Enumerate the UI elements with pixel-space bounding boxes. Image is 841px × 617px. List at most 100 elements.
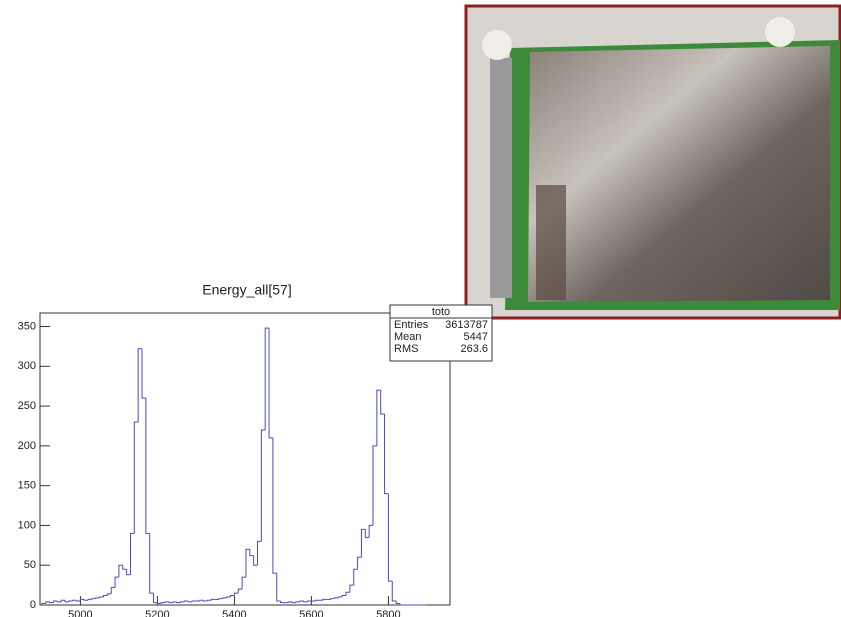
stats-title: toto — [432, 306, 450, 318]
bin — [331, 599, 335, 600]
bin — [338, 597, 342, 598]
bin — [354, 569, 358, 585]
bin — [258, 541, 262, 565]
bin — [365, 529, 369, 537]
bin — [400, 603, 404, 605]
bin — [223, 598, 227, 599]
bin — [181, 602, 185, 603]
bin — [288, 602, 292, 603]
bin — [188, 601, 192, 602]
bin — [150, 533, 154, 593]
bin — [65, 600, 69, 602]
bin — [88, 599, 92, 600]
bin — [165, 602, 169, 603]
stats-value: 3613787 — [445, 319, 488, 331]
bin — [231, 595, 235, 597]
stats-label: RMS — [394, 343, 418, 355]
bin — [335, 598, 339, 599]
bin — [315, 600, 319, 601]
stats-value: 263.6 — [460, 343, 488, 355]
bin — [234, 593, 238, 595]
x-tick-label: 5800 — [376, 609, 400, 617]
bin — [219, 599, 223, 600]
stats-label: Entries — [394, 319, 429, 331]
bin — [169, 602, 173, 603]
bin — [61, 600, 65, 602]
bin — [346, 592, 350, 595]
x-tick-label: 5400 — [222, 609, 246, 617]
bin — [84, 599, 88, 600]
bin — [46, 602, 50, 604]
bin — [154, 593, 158, 603]
bin — [308, 601, 312, 602]
bin — [104, 595, 108, 597]
bin — [157, 603, 161, 604]
shadow — [536, 185, 566, 300]
bin — [242, 577, 246, 589]
bin — [238, 589, 242, 593]
bin — [69, 601, 73, 602]
bin — [161, 603, 165, 604]
chart-title: Energy_all[57] — [202, 282, 292, 298]
bin — [292, 602, 296, 603]
bin — [350, 585, 354, 592]
bin — [269, 328, 273, 438]
bin — [57, 601, 61, 602]
x-tick-label: 5000 — [68, 609, 92, 617]
bin — [96, 598, 100, 599]
bin — [358, 557, 362, 569]
bin — [323, 599, 327, 600]
x-tick-label: 5600 — [299, 609, 323, 617]
bin — [92, 599, 96, 600]
bin — [273, 438, 277, 573]
bin — [177, 602, 181, 603]
bin — [192, 601, 196, 602]
bin — [123, 565, 127, 569]
bin — [207, 600, 211, 601]
y-tick-label: 200 — [18, 440, 36, 452]
bin — [204, 600, 208, 601]
bin — [77, 600, 81, 601]
bin — [138, 349, 142, 422]
bin — [300, 601, 304, 602]
bin — [227, 597, 231, 598]
y-tick-label: 50 — [24, 559, 36, 571]
bin — [53, 601, 57, 603]
connectors — [490, 58, 512, 298]
bin — [381, 390, 385, 414]
bin — [142, 349, 146, 398]
bin — [80, 599, 84, 601]
y-tick-label: 300 — [18, 360, 36, 372]
bin — [392, 581, 396, 601]
bin — [184, 601, 188, 602]
bin — [377, 390, 381, 446]
bin — [146, 398, 150, 533]
y-tick-label: 100 — [18, 519, 36, 531]
bin — [246, 549, 250, 577]
bin — [50, 602, 54, 603]
bin — [211, 599, 215, 600]
bin — [277, 573, 281, 601]
bin — [254, 556, 258, 566]
bin — [396, 601, 400, 603]
bin — [107, 594, 111, 596]
bin — [265, 328, 269, 430]
knob — [765, 17, 795, 47]
x-tick-label: 5200 — [145, 609, 169, 617]
bin — [73, 600, 77, 601]
stats-label: Mean — [394, 331, 422, 343]
page: Energy_all[57] 0501001502002503003505000… — [0, 0, 841, 617]
detector — [528, 46, 830, 302]
bin — [281, 601, 285, 603]
bin — [250, 549, 254, 555]
bin — [373, 446, 377, 526]
y-tick-label: 0 — [30, 599, 36, 611]
bin — [130, 533, 134, 574]
y-tick-label: 150 — [18, 480, 36, 492]
bin — [342, 595, 346, 597]
knob — [482, 30, 512, 60]
stats-value: 5447 — [464, 331, 488, 343]
bin — [385, 414, 389, 494]
y-tick-label: 250 — [18, 400, 36, 412]
photo — [466, 6, 840, 318]
